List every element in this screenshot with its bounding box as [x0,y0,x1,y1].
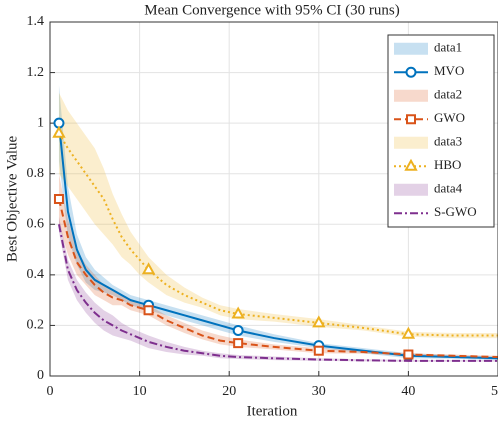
legend-label: HBO [434,157,461,172]
y-tick-label: 1.2 [27,65,45,80]
legend-label: S-GWO [434,204,477,219]
legend-marker [405,66,417,78]
legend-label: data4 [434,181,463,196]
y-tick-label: 0.8 [27,166,45,181]
series-line [58,132,498,337]
series-line [57,198,498,359]
legend-box [387,34,495,228]
ci-band [58,92,498,339]
legend-swatch [394,183,428,196]
legend-marker [406,114,416,125]
marker [313,345,324,356]
marker [233,338,244,349]
marker [231,306,245,319]
x-axis-label: Iteration [247,403,298,419]
legend-label: data3 [434,134,462,149]
x-tick-label: 40 [401,384,415,399]
x-tick-label: 20 [222,384,236,399]
x-tick-label: 10 [133,384,147,399]
marker [403,349,414,360]
y-tick-label: 1.4 [27,14,45,29]
series-line [57,224,498,362]
y-tick-label: 0.2 [27,318,45,333]
legend-swatch [394,136,428,149]
y-tick-label: 0.4 [27,267,45,282]
legend-marker [404,158,418,171]
x-tick-label: 50 [491,384,498,399]
y-tick-label: 0.6 [27,217,45,232]
marker [401,326,416,339]
legend-label: data1 [434,40,462,55]
y-tick-label: 1 [37,115,44,130]
legend-label: GWO [434,110,465,125]
marker [52,125,66,138]
marker [143,305,154,316]
x-tick-label: 0 [47,384,54,399]
axes-frame [49,21,498,377]
marker [312,315,326,328]
legend: data1 MVO data2 GWO data3 HBO data4 S-GWO [387,34,495,228]
marker [232,324,244,336]
series-line [57,123,498,360]
marker [141,262,156,275]
legend-swatch [394,89,428,102]
legend-label: data2 [434,87,462,102]
x-tick-label: 30 [312,384,326,399]
y-axis-label: Best Objective Value [4,135,20,262]
legend-swatch [394,42,428,55]
marker [53,194,64,204]
chart-title: Mean Convergence with 95% CI (30 runs) [144,2,400,18]
legend-label: MVO [434,63,464,78]
y-tick-label: 0 [37,368,44,383]
